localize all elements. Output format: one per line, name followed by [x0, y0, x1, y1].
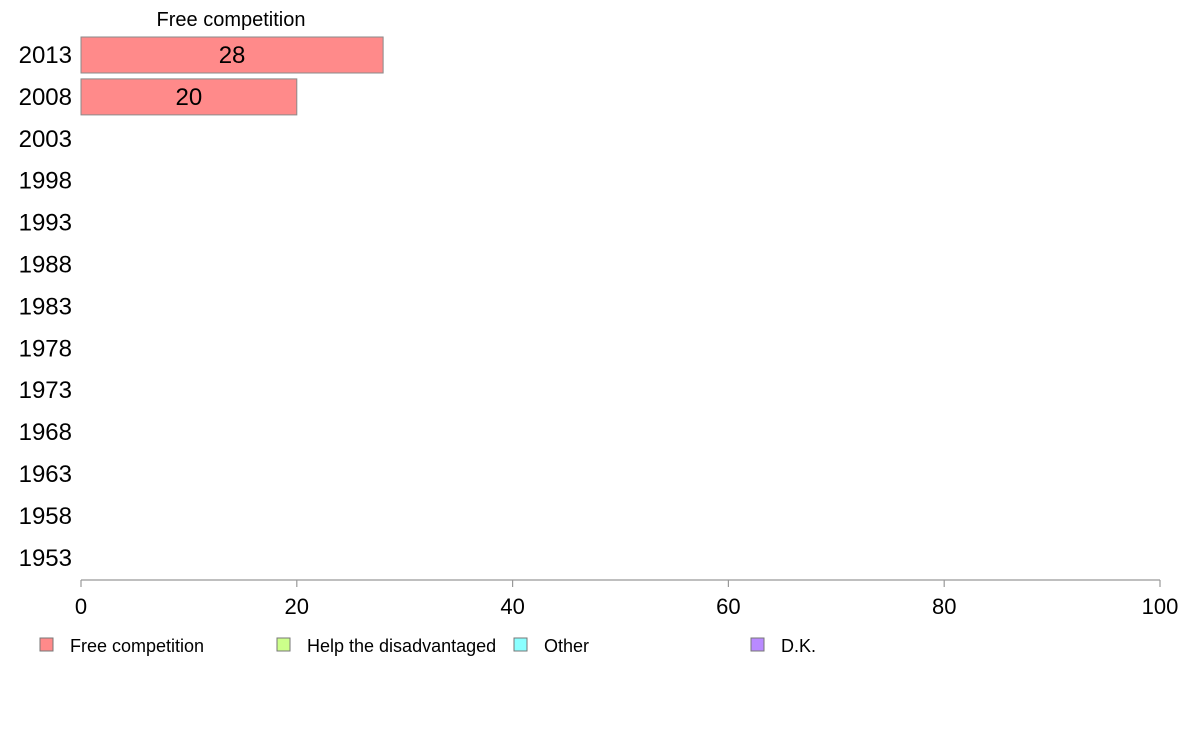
y-tick-label: 2013 [19, 42, 72, 69]
bars-layer: 28 20 [80, 36, 384, 116]
y-tick-label: 1988 [19, 252, 72, 279]
legend-swatch [750, 637, 765, 652]
y-tick-label: 1998 [19, 168, 72, 195]
y-tick-label: 1973 [19, 377, 72, 404]
y-tick-label: 2003 [19, 126, 72, 153]
x-tick-label: 60 [716, 594, 740, 619]
legend-label: Help the disadvantaged [307, 636, 496, 656]
x-tick-label: 100 [1142, 594, 1179, 619]
bar [80, 36, 384, 74]
y-tick-label: 1983 [19, 293, 72, 320]
x-tick-label: 0 [75, 594, 87, 619]
bar-value-label: 20 [176, 84, 203, 111]
x-tick-label: 20 [285, 594, 309, 619]
x-tick-label: 40 [500, 594, 524, 619]
legend-label: Free competition [70, 636, 204, 656]
y-tick-label: 1963 [19, 461, 72, 488]
y-tick-label: 1953 [19, 545, 72, 572]
x-tick-label: 80 [932, 594, 956, 619]
y-tick-label: 1958 [19, 503, 72, 530]
y-tick-label: 1968 [19, 419, 72, 446]
segment-header: Free competition [157, 9, 306, 31]
legend-label: Other [544, 636, 589, 656]
legend-swatch [513, 637, 528, 652]
bar-value-label: 28 [219, 42, 246, 69]
bar [80, 78, 298, 116]
legend-swatch [39, 637, 54, 652]
y-tick-label: 1993 [19, 210, 72, 237]
y-tick-label: 1978 [19, 335, 72, 362]
y-axis-labels: 2013 2008 2003 1998 1993 1988 1983 1978 1973 1968… [19, 42, 72, 572]
legend: Free competition Help the disadvantaged Ot… [39, 636, 816, 656]
legend-label: D.K. [781, 636, 816, 656]
y-tick-label: 2008 [19, 84, 72, 111]
legend-swatch [276, 637, 291, 652]
x-axis: 0 20 40 60 80 100 [75, 579, 1179, 619]
